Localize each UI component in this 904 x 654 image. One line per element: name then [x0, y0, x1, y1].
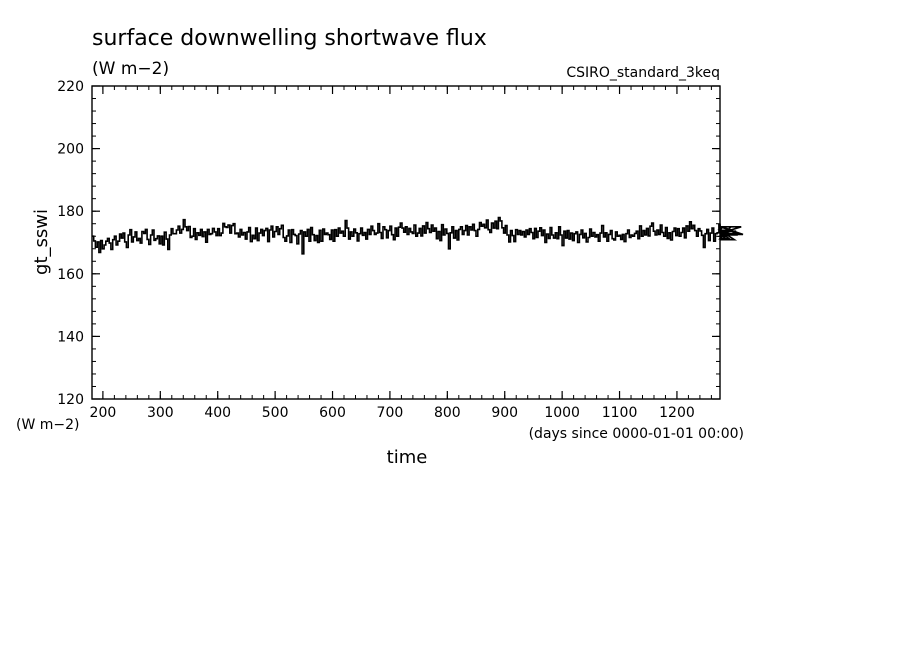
y-tick-label: 200 — [57, 142, 84, 158]
axis-ticks: 120 140 160 180 200 220 200 300 400 500 600 700 800 9… — [57, 79, 720, 421]
y-axis-label: gt_sswi — [31, 209, 52, 275]
x-axis-units: (days since 0000-01-01 00:00) — [529, 426, 744, 442]
x-tick-label: 800 — [434, 405, 461, 421]
chart-title-units: (W m−2) — [92, 59, 169, 79]
x-tick-label: 300 — [147, 405, 174, 421]
y-tick-label: 120 — [57, 392, 84, 408]
series-line-0 — [92, 216, 744, 255]
y-tick-label: 140 — [57, 329, 84, 345]
y-tick-label: 220 — [57, 79, 84, 95]
series-group — [92, 216, 744, 255]
chart-title: surface downwelling shortwave flux — [92, 26, 487, 51]
y-tick-label: 180 — [57, 204, 84, 220]
plot-frame — [91, 85, 721, 400]
dataset-label: CSIRO_standard_3keq — [566, 65, 720, 81]
x-tick-label: 600 — [319, 405, 346, 421]
x-tick-label: 1200 — [659, 405, 695, 421]
x-tick-label: 400 — [204, 405, 231, 421]
x-tick-label: 700 — [377, 405, 404, 421]
x-tick-label: 900 — [491, 405, 518, 421]
x-tick-label: 500 — [262, 405, 289, 421]
y-axis-units: (W m−2) — [16, 417, 80, 433]
y-tick-label: 160 — [57, 267, 84, 283]
x-tick-label: 200 — [90, 405, 117, 421]
x-tick-label: 1000 — [544, 405, 580, 421]
x-tick-label: 1100 — [602, 405, 638, 421]
x-axis-label: time — [387, 447, 428, 468]
